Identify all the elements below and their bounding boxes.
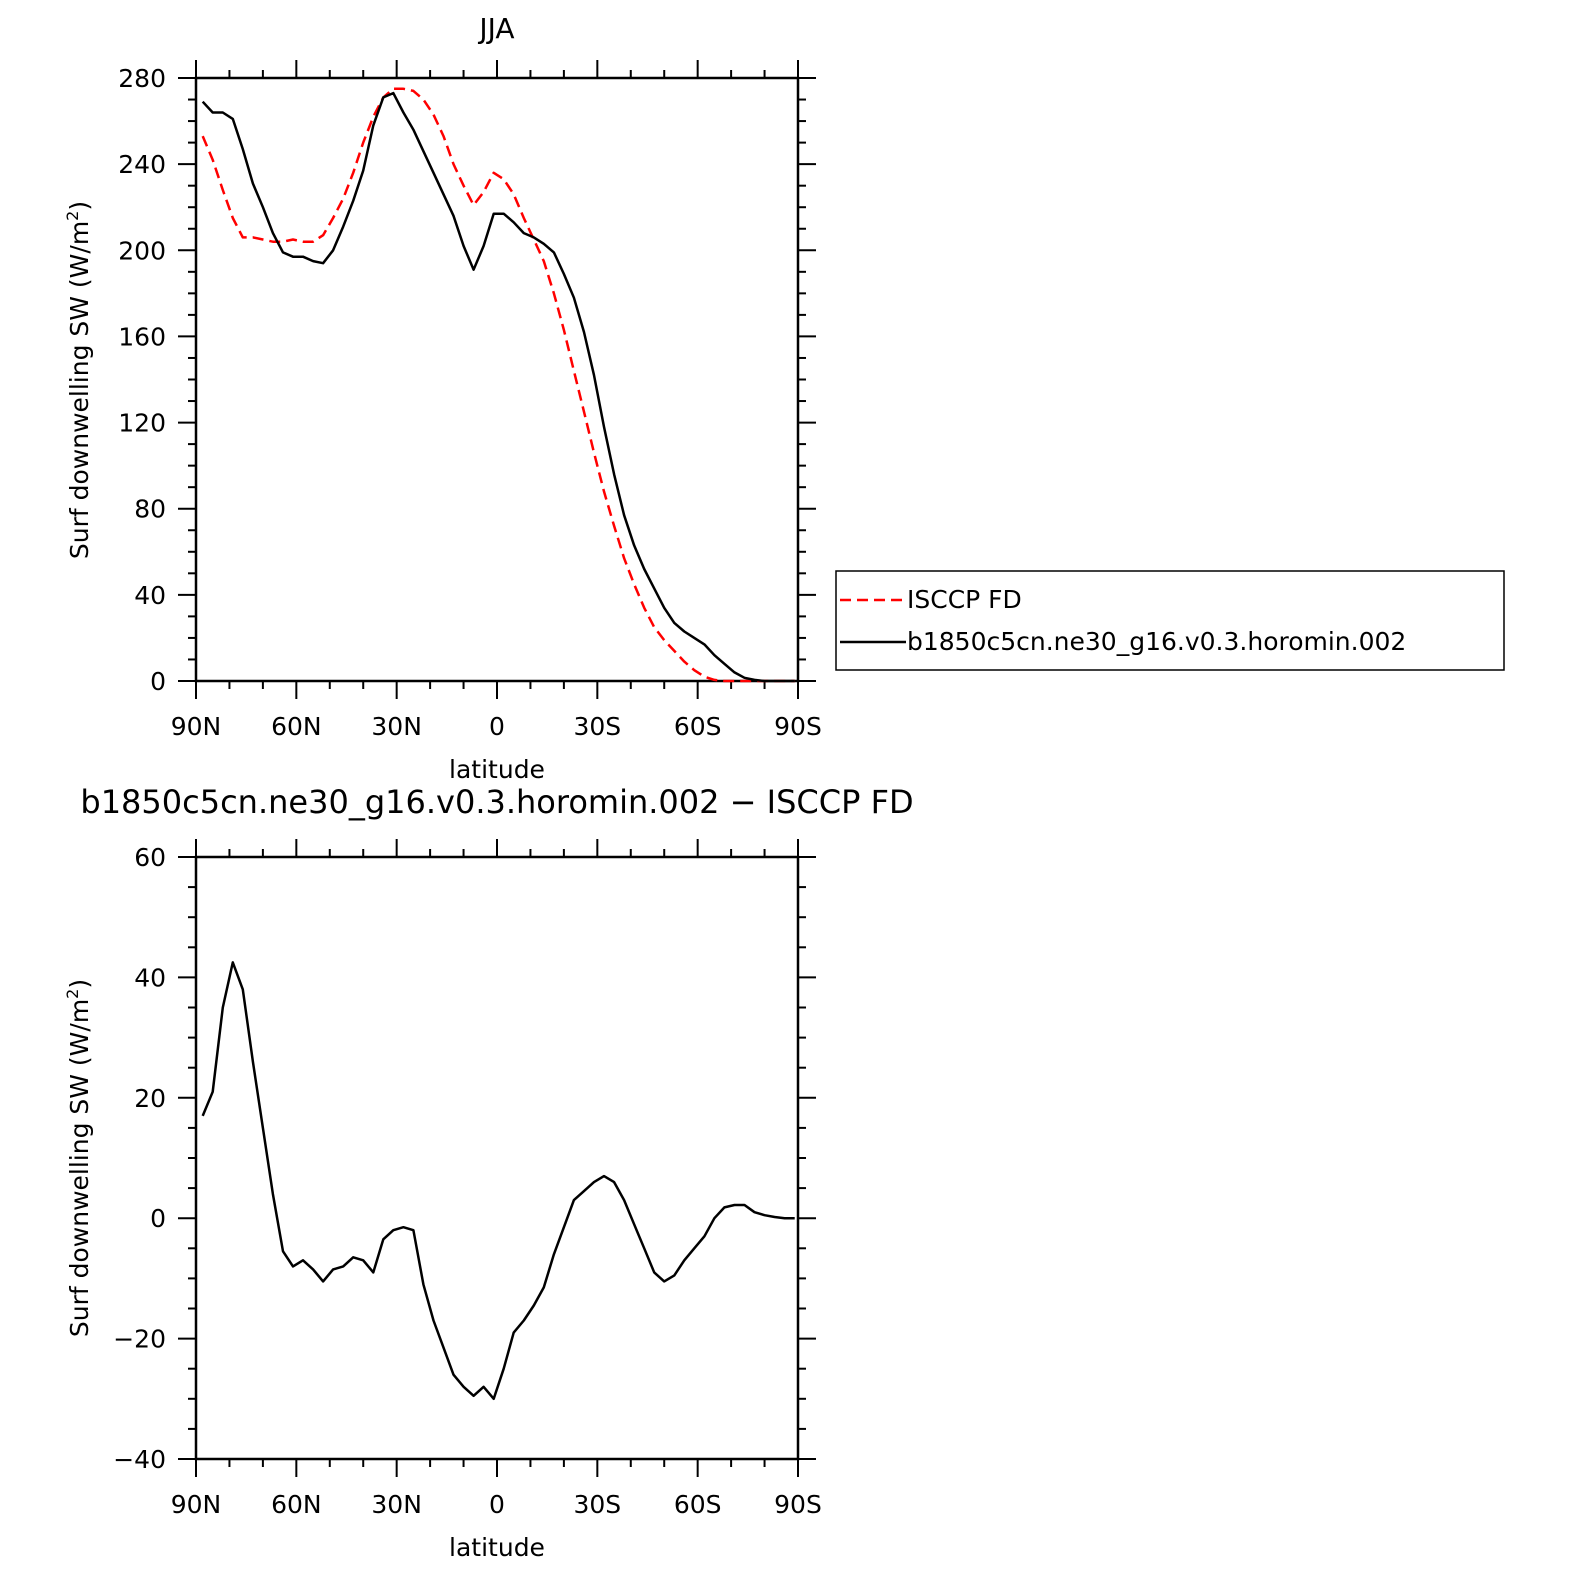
x-tick-label: 30N	[371, 1490, 422, 1519]
legend-label-isccp: ISCCP FD	[907, 585, 1022, 614]
y-tick-label: 120	[118, 409, 166, 438]
series-line-0-1	[201, 91, 795, 683]
x-tick-label: 0	[489, 1490, 505, 1519]
series-line-1-0	[201, 961, 795, 1401]
top-chart-ylabel-end: )	[65, 201, 94, 211]
top-chart-ylabel-main: Surf downwelling SW (W/m	[65, 221, 94, 559]
legend-label-model: b1850c5cn.ne30_g16.v0.3.horomin.002	[907, 627, 1406, 656]
x-tick-label: 60N	[271, 712, 322, 741]
y-tick-label: 40	[134, 963, 166, 992]
y-tick-label: 160	[118, 322, 166, 351]
x-tick-label: 60S	[674, 1490, 722, 1519]
x-tick-label: 90N	[171, 1490, 222, 1519]
y-tick-label: 80	[134, 495, 166, 524]
plot-frame	[194, 855, 800, 1461]
y-tick-label: 240	[118, 150, 166, 179]
bottom-chart-ylabel-main: Surf downwelling SW (W/m	[65, 999, 94, 1337]
y-tick-label: −40	[113, 1445, 166, 1474]
x-tick-label: 0	[489, 712, 505, 741]
x-tick-label: 90N	[171, 712, 222, 741]
x-tick-label: 60S	[674, 712, 722, 741]
x-tick-label: 30S	[573, 712, 621, 741]
y-tick-label: −20	[113, 1325, 166, 1354]
bottom-chart-ylabel-sup: 2	[63, 989, 82, 999]
series-line-0-0	[201, 87, 795, 683]
y-tick-label: 200	[118, 236, 166, 265]
top-chart-title: JJA	[477, 12, 514, 45]
y-tick-label: 0	[150, 1204, 166, 1233]
y-tick-label: 60	[134, 843, 166, 872]
top-chart-ylabel: Surf downwelling SW (W/m2)	[63, 201, 94, 559]
bottom-chart-xlabel: latitude	[449, 1533, 545, 1562]
bottom-chart-ylabel: Surf downwelling SW (W/m2)	[63, 979, 94, 1337]
top-plot-area: 0 40 80 120 160 200 240 280 90N 60N 30N 0 30S 60S 90S	[118, 60, 822, 741]
bottom-plot-area: −40 −20 0 20 40 60 90N 60N 30N 0 30S 60S 90S	[113, 839, 822, 1519]
svg-text:Surf downwelling SW (W/m2): Surf downwelling SW (W/m2)	[63, 201, 94, 559]
x-tick-label: 90S	[774, 712, 822, 741]
top-chart-xlabel: latitude	[449, 755, 545, 784]
svg-text:Surf downwelling SW (W/m2): Surf downwelling SW (W/m2)	[63, 979, 94, 1337]
x-tick-label: 90S	[774, 1490, 822, 1519]
x-tick-label: 60N	[271, 1490, 322, 1519]
x-tick-label: 30N	[371, 712, 422, 741]
y-tick-label: 280	[118, 64, 166, 93]
bottom-chart-title: b1850c5cn.ne30_g16.v0.3.horomin.002 − IS…	[80, 783, 913, 821]
y-tick-label: 20	[134, 1084, 166, 1113]
y-tick-label: 0	[150, 667, 166, 696]
top-chart-ylabel-sup: 2	[63, 211, 82, 221]
legend-box	[835, 570, 1505, 671]
bottom-chart-ylabel-end: )	[65, 979, 94, 989]
plot-frame	[194, 76, 800, 683]
y-tick-label: 40	[134, 581, 166, 610]
x-tick-label: 30S	[573, 1490, 621, 1519]
